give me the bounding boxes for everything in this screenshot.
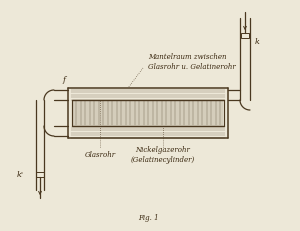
Text: k: k	[255, 38, 260, 46]
Text: k': k'	[17, 171, 24, 179]
Bar	[241, 33, 249, 38]
Bar	[36, 172, 44, 177]
Text: Nickelgazerohr
(Gelatinecylinder): Nickelgazerohr (Gelatinecylinder)	[131, 146, 195, 164]
Text: f: f	[62, 76, 65, 84]
Text: Fig. 1: Fig. 1	[138, 214, 158, 222]
Text: Mantelraum zwischen
Glasrohr u. Gelatinerohr: Mantelraum zwischen Glasrohr u. Gelatine…	[148, 53, 236, 71]
Text: Glasrohr: Glasrohr	[84, 151, 116, 159]
